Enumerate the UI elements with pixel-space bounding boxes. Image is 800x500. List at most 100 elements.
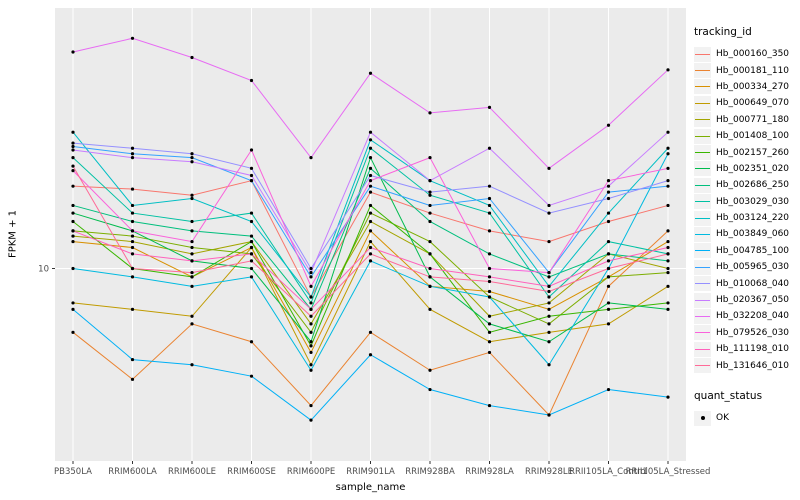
- data-point: [606, 284, 611, 288]
- legend-key: [694, 194, 711, 210]
- data-point: [428, 111, 432, 115]
- data-point: [428, 368, 432, 372]
- data-point: [309, 350, 313, 355]
- line-swatch-icon: [695, 266, 710, 268]
- data-point: [190, 259, 194, 263]
- data-point: [71, 144, 75, 149]
- data-point: [71, 141, 75, 145]
- legend-entry-label: Hb_004785_100: [716, 245, 790, 256]
- data-point: [428, 284, 432, 288]
- legend-key: [694, 226, 711, 242]
- data-point: [249, 148, 254, 152]
- x-tick-label: RRIM600LE: [168, 467, 216, 477]
- data-point: [666, 184, 670, 188]
- legend-key: [694, 46, 711, 62]
- data-point: [190, 322, 194, 326]
- legend-entry-label: Hb_020367_050: [716, 295, 790, 306]
- data-point: [606, 239, 611, 244]
- legend-entry-label: Hb_010068_040: [716, 278, 790, 289]
- legend-entry-label: Hb_032208_040: [716, 311, 790, 322]
- data-point: [606, 252, 611, 256]
- legend-key: [694, 210, 711, 226]
- x-tick-label: PB350LA: [54, 467, 92, 477]
- legend-entry: Hb_032208_040: [694, 308, 800, 324]
- data-point: [487, 340, 492, 344]
- data-point: [309, 418, 313, 422]
- legend-entry: OK: [694, 410, 800, 426]
- x-tick-label: RRIM928LE: [525, 467, 573, 477]
- data-point: [487, 279, 492, 284]
- color-legend-entries: Hb_000160_350 Hb_000181_110 Hb_000334_270 H…: [694, 46, 800, 374]
- data-point: [666, 68, 670, 72]
- line-swatch-icon: [695, 102, 710, 104]
- data-point: [487, 266, 492, 271]
- data-point: [309, 314, 313, 318]
- legend-entry-label: Hb_000649_070: [716, 98, 790, 109]
- data-point: [249, 219, 254, 224]
- data-point: [190, 219, 194, 224]
- data-point: [547, 340, 551, 344]
- legend-key: [694, 292, 711, 308]
- data-point: [130, 252, 135, 256]
- data-point: [547, 363, 551, 367]
- data-point: [368, 190, 373, 194]
- data-point: [309, 301, 313, 305]
- legend-entry-label: Hb_000334_270: [716, 81, 790, 92]
- legend-key: [694, 79, 711, 95]
- data-point: [130, 275, 135, 279]
- legend-entry: Hb_111198_010: [694, 341, 800, 357]
- data-point: [368, 146, 373, 150]
- data-point: [309, 363, 313, 367]
- line-swatch-icon: [695, 201, 710, 203]
- data-point: [130, 229, 135, 233]
- data-point: [130, 357, 135, 362]
- legend-entry: Hb_000181_110: [694, 62, 800, 79]
- x-tick-label: RRIM600LA: [108, 467, 157, 477]
- legend-entry-label: Hb_000181_110: [716, 65, 790, 76]
- data-point: [130, 152, 135, 156]
- data-point: [428, 211, 432, 215]
- data-point: [190, 229, 194, 233]
- line-swatch-icon: [695, 299, 710, 301]
- data-point: [130, 266, 135, 271]
- data-point: [606, 190, 611, 194]
- data-point: [666, 239, 670, 244]
- data-point: [309, 368, 313, 372]
- legend-entry: Hb_131646_010: [694, 357, 800, 374]
- legend-key: [694, 276, 711, 292]
- legend-entry: Hb_000771_180: [694, 112, 800, 128]
- line-swatch-icon: [695, 168, 710, 170]
- x-tick-label: RRIM901LA: [346, 467, 395, 477]
- data-point: [606, 211, 611, 215]
- data-point: [368, 353, 373, 357]
- data-point: [71, 301, 75, 305]
- data-point: [130, 377, 135, 381]
- x-tick-label: RRIM928BA: [405, 467, 455, 477]
- legend-key: [694, 161, 711, 177]
- data-point: [547, 203, 551, 208]
- legend-entry: Hb_004785_100: [694, 243, 800, 259]
- data-point: [190, 284, 194, 288]
- data-point: [487, 105, 492, 109]
- data-point: [666, 229, 670, 233]
- data-point: [71, 169, 75, 173]
- data-point: [249, 234, 254, 238]
- data-point: [666, 307, 670, 311]
- line-swatch-icon: [695, 119, 710, 121]
- line-swatch-icon: [695, 70, 710, 72]
- data-point: [190, 275, 194, 279]
- data-point: [428, 203, 432, 208]
- data-point: [71, 307, 75, 311]
- data-point: [71, 234, 75, 238]
- data-point: [606, 266, 611, 271]
- data-point: [487, 184, 492, 188]
- data-point: [428, 275, 432, 279]
- data-point: [368, 219, 373, 224]
- data-point: [666, 259, 670, 263]
- data-point: [487, 275, 492, 279]
- line-swatch-icon: [695, 217, 710, 219]
- data-point: [249, 275, 254, 279]
- y-tick-label: 10: [38, 264, 49, 274]
- data-point: [428, 219, 432, 224]
- line-swatch-icon: [695, 332, 710, 334]
